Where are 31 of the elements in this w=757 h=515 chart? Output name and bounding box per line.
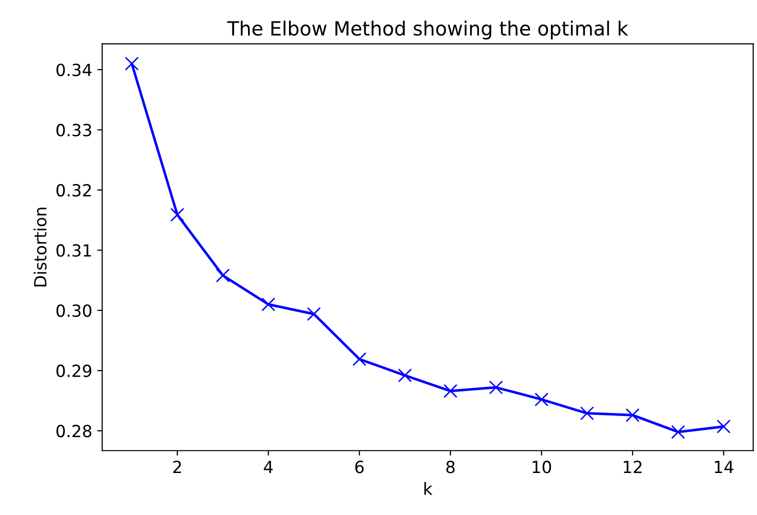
point — [398, 368, 412, 382]
point — [306, 307, 321, 321]
y-tick-label: 0.31 — [56, 244, 91, 257]
chart-title: The Elbow Method showing the optimal k — [227, 20, 628, 40]
x-tick-label: 12 — [624, 460, 642, 474]
y-tick-label: 0.32 — [56, 184, 91, 197]
x-tick-label: 6 — [355, 460, 364, 474]
point — [580, 406, 594, 420]
point — [534, 392, 548, 406]
point — [671, 425, 686, 439]
point — [716, 420, 731, 434]
point — [216, 268, 230, 282]
y-tick-label: 0.28 — [56, 424, 92, 438]
point — [170, 208, 184, 222]
x-tick-label: 10 — [532, 460, 552, 474]
point — [444, 384, 458, 398]
point — [352, 352, 366, 366]
point — [124, 56, 139, 71]
y-tick-label: 0.33 — [56, 124, 92, 136]
x-tick-label: 4 — [264, 460, 273, 474]
x-axis-title: k — [424, 482, 432, 495]
x-tick-label: 14 — [714, 460, 734, 474]
point — [626, 408, 640, 422]
y-tick-label: 0.30 — [56, 304, 92, 317]
x-tick-label: 2 — [173, 460, 181, 474]
point — [261, 297, 276, 312]
point — [489, 380, 503, 394]
y-tick-label: 0.34 — [56, 64, 92, 76]
y-tick-label: 0.29 — [56, 364, 92, 378]
y-axis-title: Distortion — [34, 208, 47, 286]
x-tick-label: 8 — [446, 460, 455, 474]
